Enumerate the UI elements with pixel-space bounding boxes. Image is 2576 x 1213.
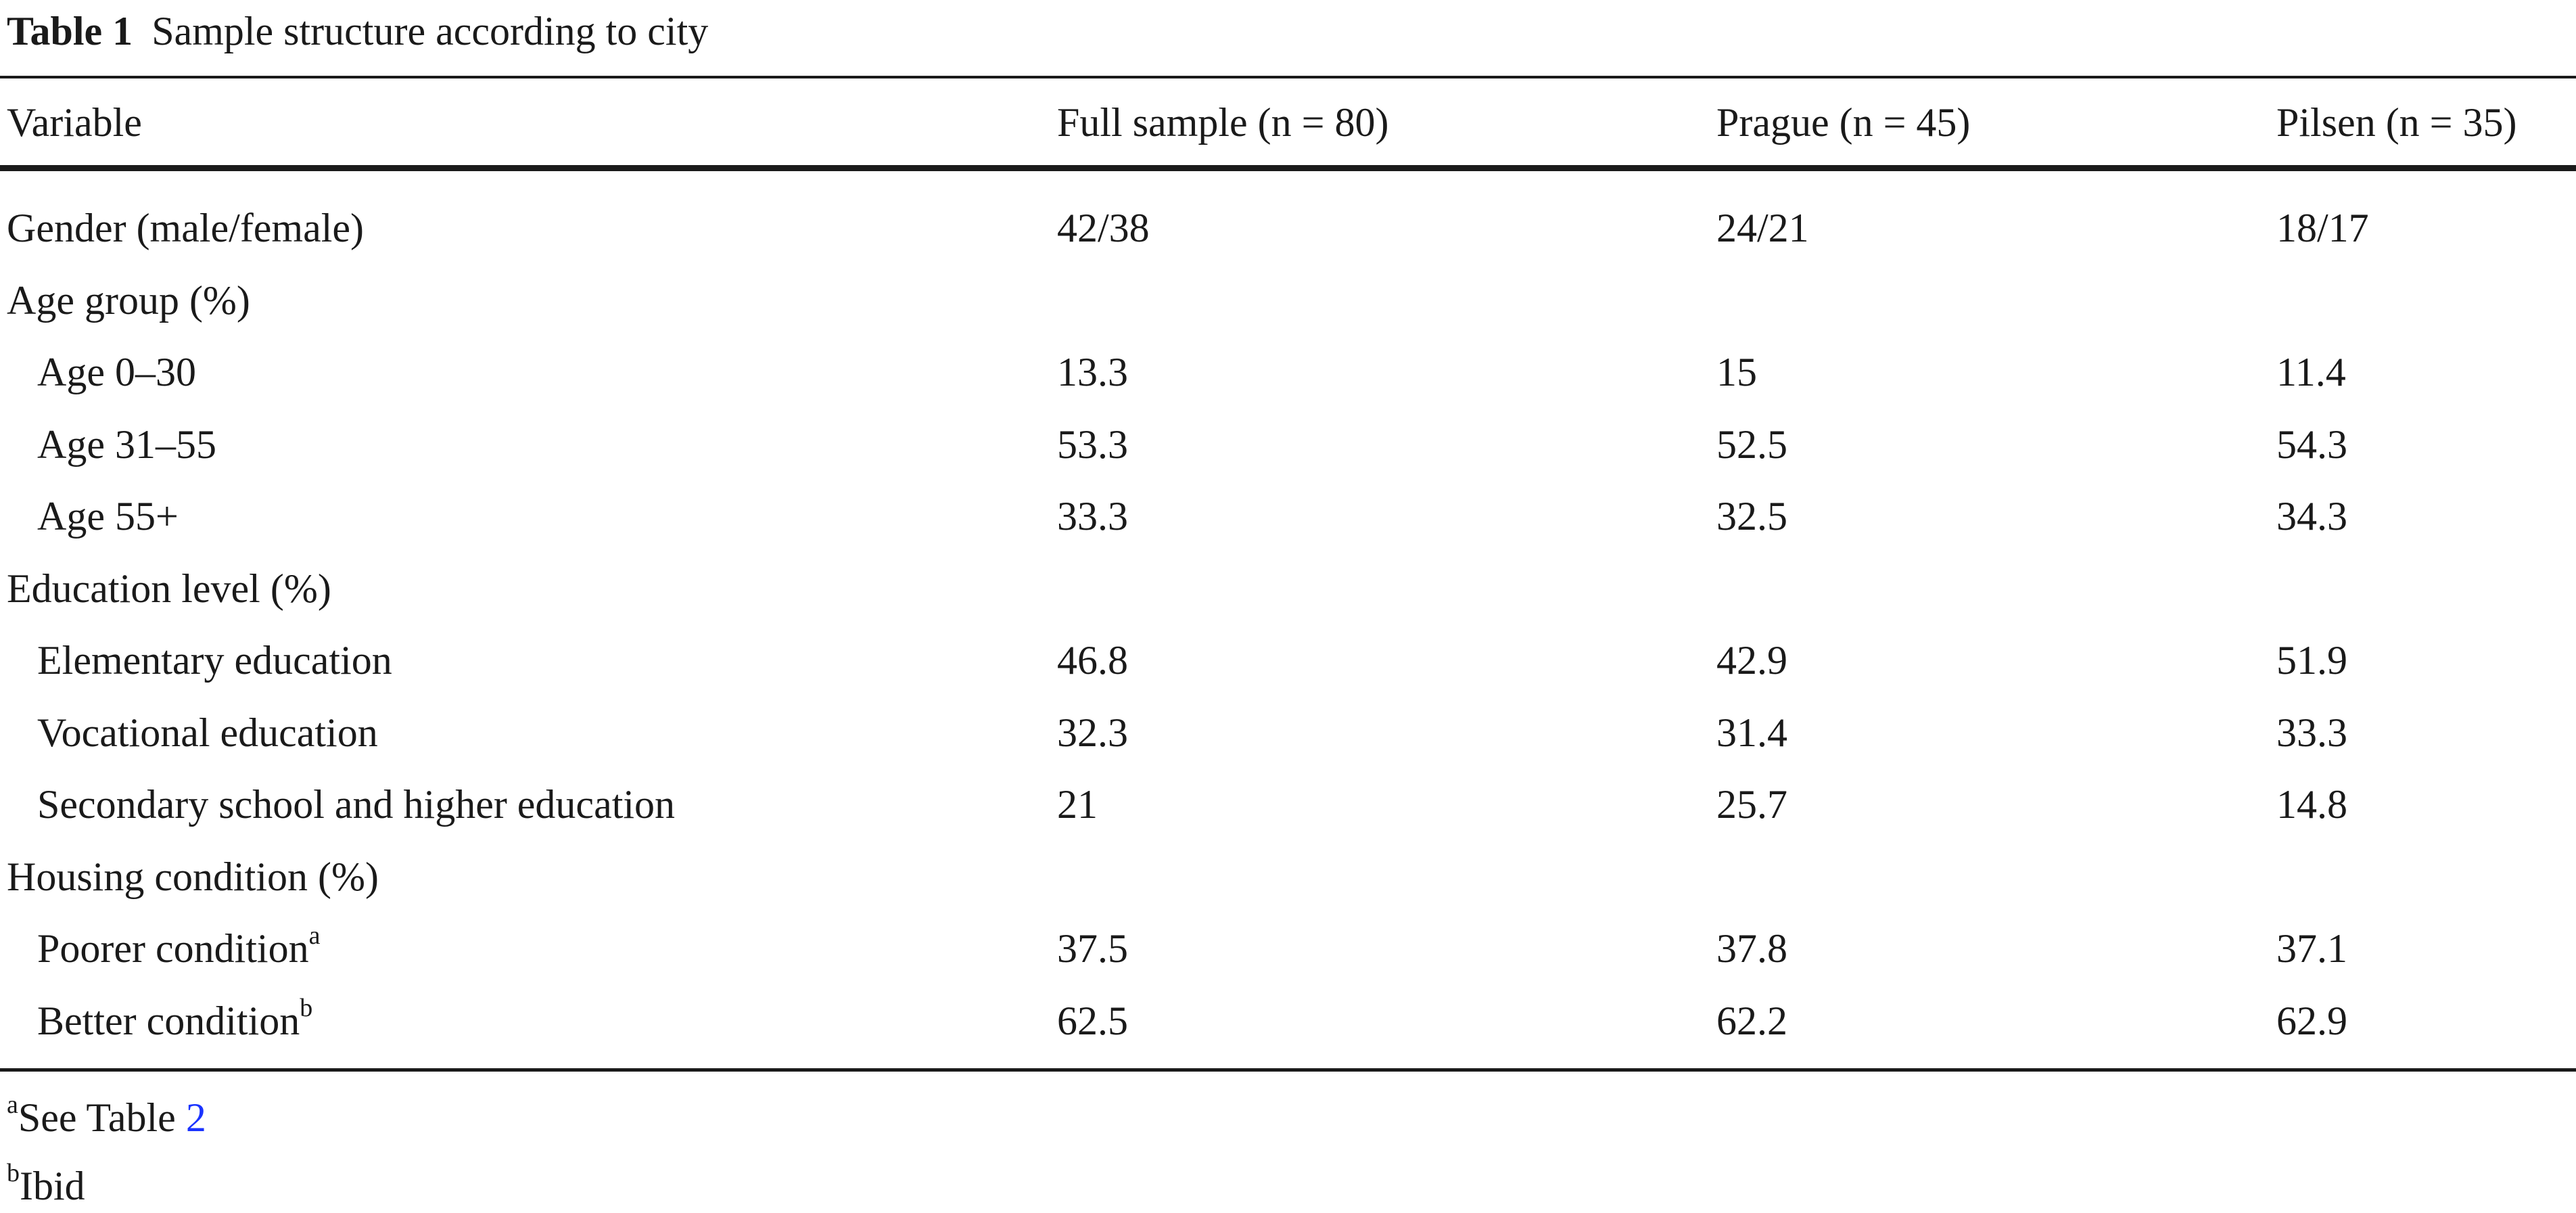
footnote-marker: b	[300, 994, 313, 1022]
cell-prague: 24/21	[1716, 206, 1809, 250]
cell-full-sample: 46.8	[1057, 638, 1128, 683]
top-rule	[0, 76, 2576, 78]
cell-pilsen: 62.9	[2276, 999, 2347, 1043]
cell-prague: 15	[1716, 350, 1757, 394]
cell-pilsen: 11.4	[2276, 350, 2346, 394]
footnote-marker: a	[308, 921, 321, 950]
row-label-text: Housing condition (%)	[7, 854, 379, 899]
row-label: Age group (%)	[7, 265, 250, 336]
row-label-text: Age group (%)	[7, 278, 250, 323]
table-row: Better conditionb 62.5 62.2 62.9	[0, 985, 2576, 1057]
table-row: Secondary school and higher education 21 2…	[0, 769, 2576, 840]
table-2-link[interactable]: 2	[185, 1095, 206, 1140]
row-label: Education level (%)	[7, 553, 331, 624]
cell-full-sample: 53.3	[1057, 422, 1128, 467]
cell-prague: 42.9	[1716, 638, 1787, 683]
cell-full-sample: 21	[1057, 782, 1098, 827]
cell-full-sample: 37.5	[1057, 926, 1128, 971]
cell-prague: 31.4	[1716, 710, 1787, 755]
table-caption: Table 1 Sample structure according to cit…	[7, 4, 708, 58]
footnote-a: aSee Table 2	[7, 1091, 206, 1145]
row-label-text: Age 31–55	[37, 422, 216, 467]
row-label-text: Gender (male/female)	[7, 206, 365, 250]
row-label-text: Better condition	[37, 999, 300, 1043]
row-label: Gender (male/female)	[7, 192, 364, 264]
row-label: Poorer conditiona	[37, 913, 320, 984]
footnote-a-text: See Table	[18, 1095, 186, 1140]
table-row: Housing condition (%)	[0, 841, 2576, 913]
row-label-text: Poorer condition	[37, 926, 309, 971]
row-label-text: Elementary education	[37, 638, 392, 683]
header-pilsen: Pilsen (n = 35)	[2276, 100, 2517, 145]
table-row: Poorer conditiona 37.5 37.8 37.1	[0, 913, 2576, 984]
row-label: Vocational education	[37, 697, 378, 769]
cell-prague: 32.5	[1716, 494, 1787, 539]
cell-pilsen: 51.9	[2276, 638, 2347, 683]
table-row: Elementary education 46.8 42.9 51.9	[0, 624, 2576, 696]
cell-full-sample: 62.5	[1057, 999, 1128, 1043]
cell-pilsen: 14.8	[2276, 782, 2347, 827]
row-label-text: Age 0–30	[37, 350, 196, 394]
cell-full-sample: 33.3	[1057, 494, 1128, 539]
table-row: Education level (%)	[0, 553, 2576, 624]
footnote-b-mark: b	[7, 1159, 20, 1187]
table-row: Age 31–55 53.3 52.5 54.3	[0, 409, 2576, 480]
row-label-text: Education level (%)	[7, 566, 331, 611]
table-row: Age 55+ 33.3 32.5 34.3	[0, 480, 2576, 552]
cell-pilsen: 37.1	[2276, 926, 2347, 971]
header-full-sample: Full sample (n = 80)	[1057, 100, 1389, 145]
table-row: Gender (male/female) 42/38 24/21 18/17	[0, 192, 2576, 264]
header-row: Variable Full sample (n = 80) Prague (n …	[0, 87, 2576, 158]
table-row: Age 0–30 13.3 15 11.4	[0, 336, 2576, 408]
row-label: Age 55+	[37, 480, 179, 552]
cell-prague: 62.2	[1716, 999, 1787, 1043]
row-label-text: Age 55+	[37, 494, 179, 539]
cell-full-sample: 13.3	[1057, 350, 1128, 394]
cell-pilsen: 54.3	[2276, 422, 2347, 467]
cell-full-sample: 42/38	[1057, 206, 1150, 250]
row-label: Secondary school and higher education	[37, 769, 675, 840]
bottom-rule	[0, 1068, 2576, 1072]
table-row: Vocational education 32.3 31.4 33.3	[0, 697, 2576, 769]
table-title: Sample structure according to city	[151, 9, 709, 53]
cell-prague: 37.8	[1716, 926, 1787, 971]
cell-prague: 52.5	[1716, 422, 1787, 467]
footnote-b: bIbid	[7, 1159, 85, 1213]
row-label: Age 31–55	[37, 409, 216, 480]
cell-pilsen: 33.3	[2276, 710, 2347, 755]
header-prague: Prague (n = 45)	[1716, 100, 1971, 145]
row-label: Better conditionb	[37, 985, 312, 1057]
footnote-b-text: Ibid	[20, 1164, 85, 1208]
table-row: Age group (%)	[0, 265, 2576, 336]
row-label-text: Vocational education	[37, 710, 378, 755]
header-rule	[0, 165, 2576, 171]
cell-pilsen: 18/17	[2276, 206, 2369, 250]
row-label: Elementary education	[37, 624, 392, 696]
row-label: Housing condition (%)	[7, 841, 379, 913]
cell-full-sample: 32.3	[1057, 710, 1128, 755]
table-number: Table 1	[7, 9, 133, 53]
cell-pilsen: 34.3	[2276, 494, 2347, 539]
footnote-a-mark: a	[7, 1091, 18, 1119]
header-variable: Variable	[7, 100, 142, 145]
cell-prague: 25.7	[1716, 782, 1787, 827]
row-label-text: Secondary school and higher education	[37, 782, 676, 827]
row-label: Age 0–30	[37, 336, 196, 408]
